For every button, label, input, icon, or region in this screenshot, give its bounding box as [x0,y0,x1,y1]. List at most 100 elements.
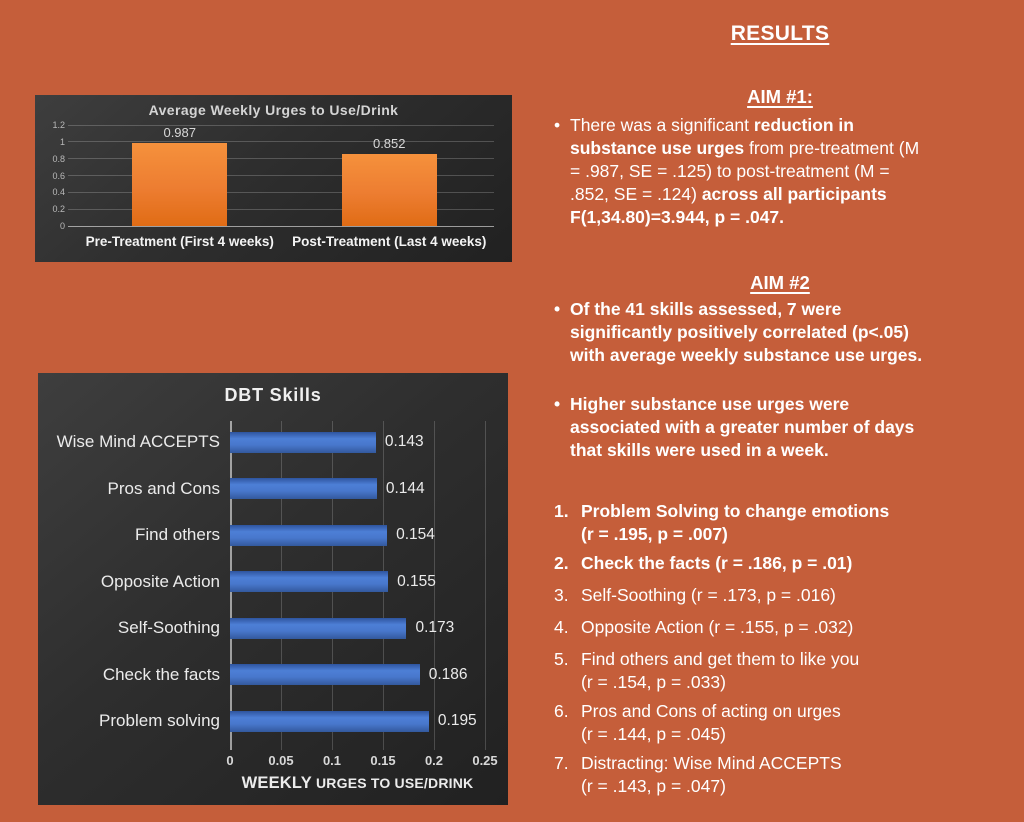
bar [230,571,389,592]
text-line: Distracting: Wise Mind ACCEPTS [581,753,842,773]
gridline [68,175,494,176]
text-line: (r = .195, p = .007) [581,524,728,544]
aim1-bullet: • There was a significant reduction in su… [540,114,1020,229]
correlated-skills-list: 1. Problem Solving to change emotions (r =… [540,500,1020,798]
category-label: Opposite Action [100,571,220,591]
gridline [68,158,494,160]
bar [230,478,377,499]
list-item-number: 6. [554,701,569,721]
bullet-icon: • [554,115,561,135]
category-label: Post-Treatment (Last 4 weeks) [292,234,487,249]
x-tick-label: 0.15 [370,753,396,768]
bar [230,524,388,546]
category-label: Problem solving [99,711,220,730]
gridline [68,141,494,143]
data-label: 0.987 [163,124,197,140]
category-axis: Pre-Treatment (First 4 weeks) Post-Treatm… [75,234,494,249]
list-item: 4. Opposite Action (r = .155, p = .032) [554,616,1020,639]
text-line: Higher substance use urges were [570,394,850,414]
bullet-icon: • [554,299,561,319]
gridline [68,225,494,227]
list-item-text: Self-Soothing (r = .173, p = .016) [581,584,836,607]
y-tick-label: 0.8 [52,153,65,164]
list-item: 1. Problem Solving to change emotions (r =… [554,500,1020,546]
text-line: significantly positively correlated (p<.… [570,322,909,342]
list-item-number: 4. [554,617,569,637]
data-label: 0.155 [397,572,436,590]
list-item: 6. Pros and Cons of acting on urges (r = .… [554,700,1020,746]
data-label: 0.173 [415,619,455,636]
text-line: Of the 41 skills assessed, 7 were [570,299,842,319]
bar [341,154,437,226]
plot-area: 0.143 0.144 0.154 0.155 0.173 0.186 0.195 [229,421,486,750]
x-tick-label: 0.1 [322,753,342,768]
y-tick-label: 0.2 [52,204,65,215]
x-tick-label: 0 [226,753,234,768]
text-line: .852, SE = .124) across all participants [570,184,887,204]
urges-bar-chart: Average Weekly Urges to Use/Drink 0 0.2 0.… [35,95,512,262]
gridline [68,124,494,126]
text-line: Opposite Action (r = .155, p = .032) [581,617,854,637]
data-label: 0.195 [437,712,477,729]
list-item: 3. Self-Soothing (r = .173, p = .016) [554,584,1020,607]
text-line: = .987, SE = .125) to post-treatment (M … [570,161,890,181]
data-label: 0.154 [396,526,435,543]
category-label: Pre-Treatment (First 4 weeks) [85,234,274,249]
gridline [484,421,486,750]
bar [132,142,228,226]
aim2-heading: AIM #2 [750,272,810,293]
aim1-bullet-text: There was a significant reduction in subs… [570,114,919,229]
aim1-heading: AIM #1: [747,86,813,107]
category-label: Check the facts [102,664,220,684]
y-tick-label: 0.6 [52,170,65,181]
text-line: that skills were used in a week. [570,440,829,460]
text-line: There was a significant reduction in [570,115,854,135]
list-item-text: Check the facts (r = .186, p = .01) [581,552,852,575]
data-label: 0.144 [385,479,425,497]
category-axis: Wise Mind ACCEPTS Pros and Cons Find other… [44,421,220,745]
gridline [68,208,494,210]
x-axis-title-emphasis: WEEKLY [241,774,312,792]
category-label: Self-Soothing [117,618,220,637]
text-line: substance use urges from pre-treatment (… [570,138,920,158]
y-tick-label: 1 [59,136,65,147]
y-tick-label: 0.4 [52,187,65,198]
category-label: Find others [134,525,220,544]
chart-title: DBT Skills [224,385,322,405]
list-item: 7. Distracting: Wise Mind ACCEPTS (r = .14… [554,752,1020,798]
list-item-number: 5. [554,649,569,669]
gridline [68,191,494,193]
bar [230,617,407,639]
results-title: RESULTS [730,22,830,45]
aim2-bullet-2-text: Higher substance use urges were associate… [570,393,914,462]
text-line: Problem Solving to change emotions [581,501,890,521]
text-line: with average weekly substance use urges. [570,345,923,365]
text-line: Find others and get them to like you [581,649,860,669]
data-label: 0.852 [372,136,406,152]
list-item-text: Pros and Cons of acting on urges (r = .14… [581,700,841,746]
text-line: (r = .144, p = .045) [581,724,726,744]
list-item-number: 1. [554,501,569,521]
text-line: associated with a greater number of days [570,417,915,437]
data-label: 0.143 [384,433,424,450]
text-line: Self-Soothing (r = .173, p = .016) [581,585,836,605]
x-axis-title-rest: URGES TO USE/DRINK [311,775,474,791]
text-line: F(1,34.80)=3.944, p = .047. [570,207,785,227]
results-column: RESULTS AIM #1: • There was a significan… [540,22,1020,804]
text-line: (r = .154, p = .033) [581,672,726,692]
x-tick-label: 0.2 [424,753,444,768]
aim2-bullet-1-text: Of the 41 skills assessed, 7 were signifi… [570,298,922,367]
value-axis: 0 0.05 0.1 0.15 0.2 0.25 [226,753,497,769]
plot-area: 0 0.2 0.4 0.6 0.8 1 1.2 0.987 0.852 [52,120,494,231]
list-item-text: Find others and get them to like you (r =… [581,648,859,694]
x-axis-title: WEEKLY URGES TO USE/DRINK [210,774,505,793]
list-item-number: 2. [554,553,569,573]
y-tick-label: 1.2 [52,120,65,130]
aim2-bullet-2: • Higher substance use urges were associa… [540,393,1020,462]
bar [230,431,376,453]
text-line: Pros and Cons of acting on urges [581,701,841,721]
list-item: 2. Check the facts (r = .186, p = .01) [554,552,1020,575]
list-item-text: Problem Solving to change emotions (r = .… [581,500,889,546]
chart-title: Average Weekly Urges to Use/Drink [148,102,399,118]
